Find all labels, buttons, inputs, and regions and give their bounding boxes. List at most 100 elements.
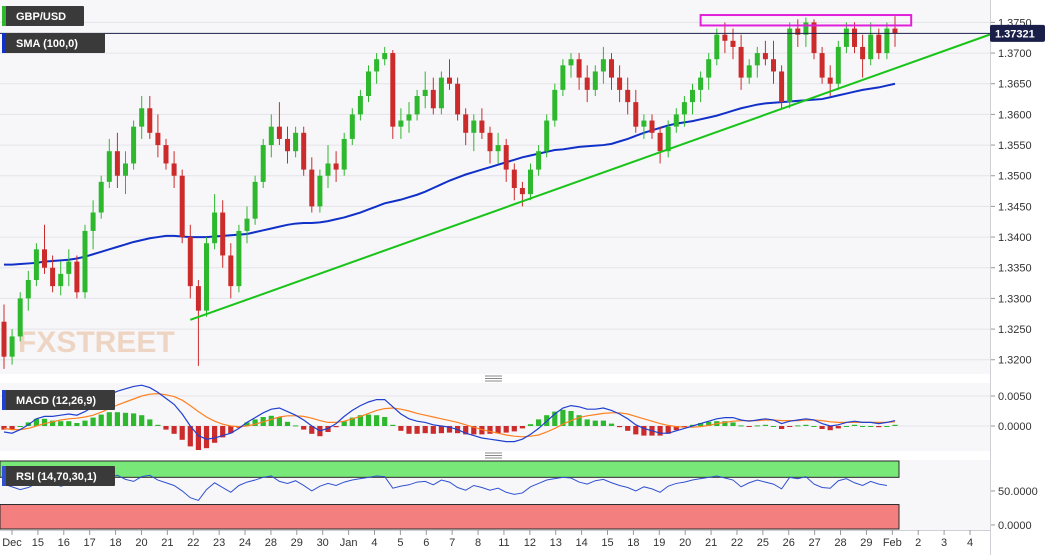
last-price-tag: 1.37321 (990, 24, 1045, 42)
candle-body (479, 120, 485, 133)
macd-histogram-bar (835, 426, 841, 429)
candle-body (649, 120, 655, 133)
macd-histogram-bar (487, 426, 493, 434)
macd-histogram-bar (171, 426, 177, 434)
macd-histogram-bar (9, 426, 15, 430)
legend-sma[interactable]: SMA (100,0) (2, 33, 105, 53)
candle-body (58, 273, 64, 287)
macd-histogram-bar (293, 425, 299, 427)
macd-histogram-bar (430, 426, 436, 434)
candle-body (333, 163, 339, 170)
macd-histogram-bar (770, 426, 777, 427)
grip-rsi-icon[interactable] (485, 452, 502, 459)
main-grid (0, 21, 990, 361)
macd-y-tick-label: 0.0050 (998, 391, 1032, 403)
candle-body (301, 132, 307, 170)
macd-histogram-bar (673, 426, 679, 431)
candle-body (503, 145, 509, 170)
sma-label: SMA (100,0) (16, 38, 78, 50)
macd-histogram-bar (576, 415, 582, 426)
macd-histogram-bar (860, 426, 866, 427)
candle-body (536, 151, 542, 170)
macd-histogram-bar (503, 426, 509, 433)
candle-body (600, 59, 606, 72)
macd-histogram-bar (827, 426, 833, 431)
candle-body (843, 28, 849, 47)
candle-body (349, 114, 355, 139)
macd-histogram-bar (33, 418, 39, 426)
candle-body (495, 145, 501, 152)
candle-body (868, 34, 874, 60)
legend-macd[interactable]: MACD (12,26,9) (2, 390, 115, 410)
candle-body (414, 96, 420, 115)
legend-rsi[interactable]: RSI (14,70,30,1) (2, 466, 115, 486)
macd-histogram-bar (819, 426, 825, 429)
x-tick-label: 7 (449, 537, 455, 549)
macd-histogram-bar (495, 426, 501, 434)
macd-histogram-bar (698, 423, 704, 426)
candle-body (892, 28, 898, 34)
candle-body (803, 22, 809, 35)
x-tick-label: 11 (498, 537, 509, 549)
macd-y-axis: 0.0000 0.0050 (990, 391, 1032, 433)
macd-histogram-bar (106, 412, 112, 426)
candle-body (139, 108, 145, 127)
candle-body (447, 77, 452, 84)
macd-histogram-bar (568, 411, 574, 426)
x-tick-label: Feb (883, 537, 902, 549)
rsi-y-tick-label: 50.0000 (998, 486, 1038, 498)
macd-histogram-bar (333, 426, 339, 428)
candle-body (309, 169, 315, 207)
main-y-tick-label: 1.3700 (998, 48, 1032, 60)
candle-body (82, 230, 88, 293)
macd-histogram-bar (1, 426, 7, 430)
last-price-value: 1.37321 (995, 28, 1035, 40)
candle-body (106, 151, 112, 182)
candle-body (374, 59, 380, 72)
candle-body (795, 28, 801, 35)
macd-histogram-bar (349, 417, 355, 426)
main-y-tick-label: 1.3500 (998, 171, 1032, 183)
candle-body (131, 126, 137, 164)
candle-body (382, 53, 388, 60)
macd-histogram-bar (50, 420, 56, 426)
main-y-tick-label: 1.3450 (998, 201, 1032, 213)
candle-body (617, 77, 623, 90)
macd-histogram-bar (179, 426, 185, 440)
candle-body (860, 46, 866, 60)
macd-histogram-bar (779, 426, 785, 429)
x-tick-label: 14 (575, 537, 587, 549)
main-y-tick-label: 1.3350 (998, 263, 1032, 275)
candle-body (123, 163, 128, 176)
x-tick-label: 19 (653, 537, 665, 549)
macd-histogram-bar (463, 426, 469, 435)
main-y-tick-label: 1.3400 (998, 232, 1032, 244)
macd-histogram-bar (252, 419, 258, 426)
grip-macd-icon[interactable] (485, 375, 502, 382)
x-axis-bg (0, 530, 990, 555)
macd-histogram-bar (131, 413, 137, 426)
x-tick-label: 23 (213, 537, 225, 549)
macd-histogram-bar (625, 426, 631, 431)
candle-body (236, 230, 242, 287)
macd-histogram-bar (665, 426, 671, 434)
macd-histogram-bar (471, 426, 477, 435)
macd-histogram-bar (382, 417, 388, 426)
x-tick-label: 4 (967, 537, 973, 549)
candle-body (455, 83, 461, 115)
x-axis: Dec 15 16 17 18 20 21 22 23 24 28 29 30 Jan 4 5 6 7 8 11 12 1… (2, 530, 973, 549)
macd-histogram-bar (851, 424, 858, 426)
x-tick-label: 18 (627, 537, 639, 549)
candle-body (17, 298, 23, 337)
legend-pair[interactable]: GBP/USD (2, 6, 84, 26)
candle-body (430, 89, 436, 109)
candle-body (9, 336, 15, 357)
candle-body (657, 132, 663, 152)
candle-body (633, 102, 639, 127)
main-y-tick-label: 1.3600 (998, 109, 1032, 121)
candle-body (325, 163, 331, 176)
macd-histogram-bar (446, 426, 453, 433)
candle-body (552, 89, 558, 121)
macd-histogram-bar (584, 419, 590, 426)
resistance-zone (699, 14, 913, 27)
